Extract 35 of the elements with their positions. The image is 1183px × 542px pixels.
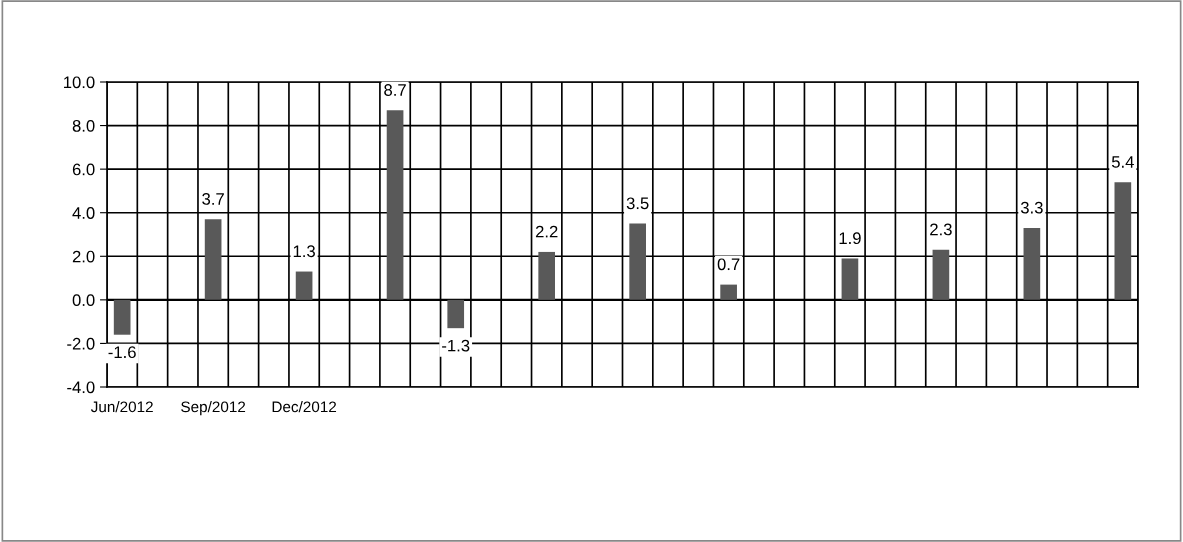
bar <box>113 299 131 335</box>
x-tick-label: Sep/2012 <box>181 401 246 416</box>
bar <box>447 299 465 329</box>
x-tick-label: Jun/2012 <box>90 401 153 413</box>
y-tick-label: 0.0 <box>72 294 95 307</box>
data-label: 0.7 <box>717 258 740 271</box>
data-label: 5.4 <box>1111 156 1134 168</box>
y-tick-label: 6.0 <box>72 163 95 176</box>
bar <box>1114 182 1132 300</box>
x-tick-label: Dec/2012 <box>272 401 337 413</box>
y-tick-label: 8.0 <box>72 119 95 132</box>
y-tick-label: -4.0 <box>67 381 95 394</box>
y-tick-label: -2.0 <box>67 337 95 350</box>
data-label: 3.5 <box>626 197 649 210</box>
data-label: 3.3 <box>1020 201 1043 214</box>
data-label: -1.6 <box>108 346 136 359</box>
bar <box>204 219 222 300</box>
y-tick-label: 2.0 <box>72 250 95 263</box>
bar <box>629 223 646 300</box>
bar <box>720 284 737 300</box>
data-label: -1.3 <box>442 339 470 352</box>
bar <box>841 258 859 300</box>
data-label: 8.7 <box>384 84 406 96</box>
y-tick-label: 4.0 <box>72 207 95 219</box>
data-label: 3.7 <box>202 193 224 205</box>
y-tick-label: 10.0 <box>64 76 95 89</box>
bar <box>1023 227 1041 300</box>
bar <box>295 271 313 300</box>
data-label: 2.2 <box>535 225 558 238</box>
data-label: 1.9 <box>839 232 861 245</box>
bar <box>538 251 556 300</box>
data-label: 1.3 <box>293 245 315 258</box>
bar <box>932 249 950 300</box>
bar <box>386 110 404 300</box>
data-label: 2.3 <box>930 223 952 236</box>
